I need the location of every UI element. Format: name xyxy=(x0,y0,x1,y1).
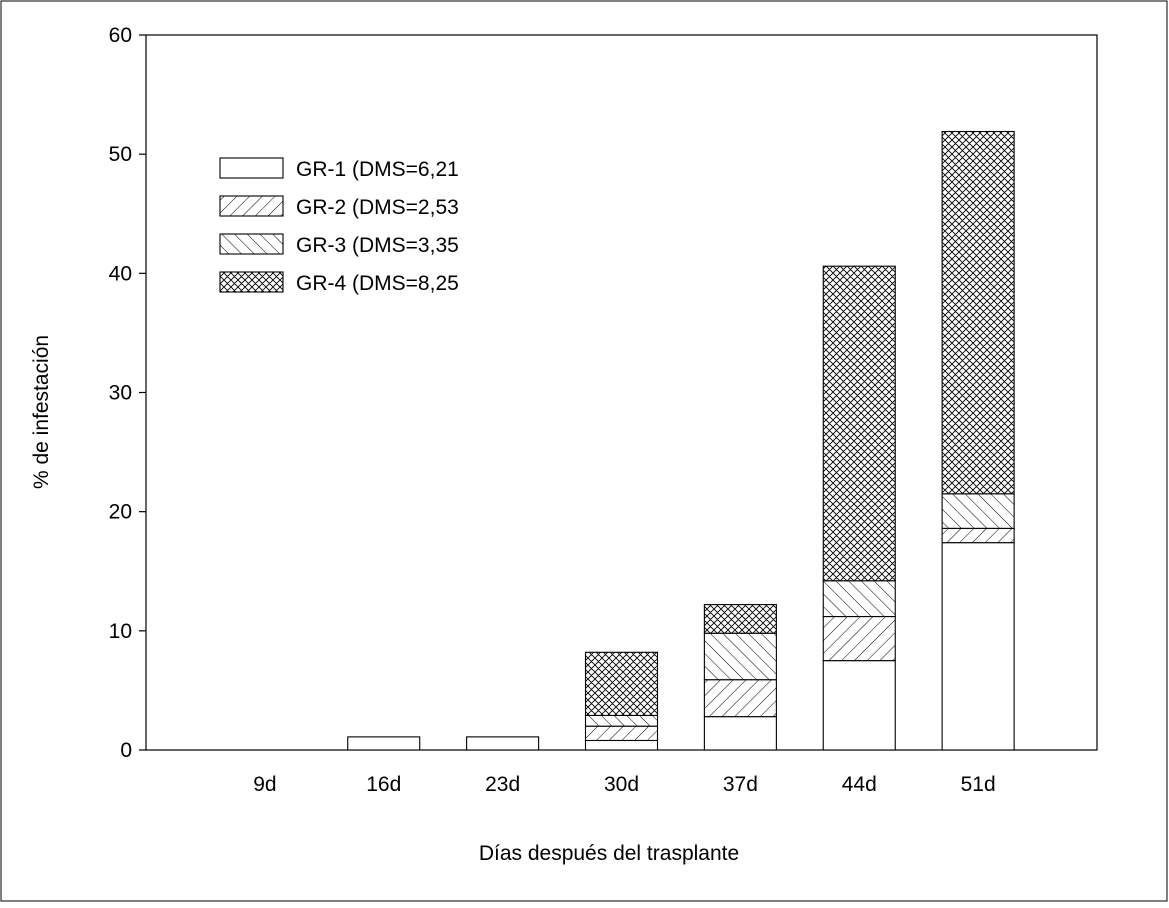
legend-swatch xyxy=(219,157,284,179)
legend-label: GR-2 (DMS=2,53 xyxy=(296,196,459,219)
legend-label: GR-4 (DMS=8,25 xyxy=(296,272,459,295)
bar-segment xyxy=(584,651,659,716)
y-axis-label: % de infestación xyxy=(30,335,53,489)
bar-segment xyxy=(703,604,777,634)
legend-label: GR-1 (DMS=6,21 xyxy=(296,158,459,181)
bars xyxy=(347,130,1015,751)
legend: GR-1 (DMS=6,21 GR-2 (DMS=2,53 GR-3 (DMS=3,… xyxy=(219,157,459,295)
legend-swatch xyxy=(219,271,284,293)
x-axis-label: Días después del trasplante xyxy=(479,842,739,865)
x-tick-label: 37d xyxy=(723,773,758,796)
bar-segment xyxy=(703,632,777,681)
bar-segment xyxy=(703,679,777,718)
bar-segment xyxy=(466,736,540,751)
x-tick-label: 44d xyxy=(842,773,877,796)
legend-swatch xyxy=(219,233,284,255)
bar-segment xyxy=(941,527,1015,544)
y-tick-label: 60 xyxy=(109,24,132,47)
y-tick-label: 30 xyxy=(109,382,132,405)
bar-segment xyxy=(584,739,659,751)
bar-segment xyxy=(347,736,421,751)
x-tick-label: 30d xyxy=(604,773,639,796)
y-tick-label: 20 xyxy=(109,501,132,524)
bar-segment xyxy=(584,714,659,727)
x-tick-label: 16d xyxy=(366,773,401,796)
y-tick-label: 10 xyxy=(109,620,132,643)
bar-segment xyxy=(584,725,659,742)
x-tick-label: 23d xyxy=(485,773,520,796)
bar-segment xyxy=(941,130,1015,495)
bar-segment xyxy=(703,716,777,751)
x-axis-ticks: 9d 16d 23d 30d 37d 44d 51d xyxy=(253,773,995,796)
y-axis-ticks: 0 10 20 30 40 50 60 xyxy=(109,24,146,762)
bar-segment xyxy=(822,580,896,618)
bar-segment xyxy=(941,493,1015,529)
bar-segment xyxy=(941,542,1015,751)
y-tick-label: 0 xyxy=(120,739,132,762)
legend-swatch xyxy=(219,195,284,217)
y-tick-label: 50 xyxy=(109,143,132,166)
y-tick-label: 40 xyxy=(109,262,132,285)
x-tick-label: 9d xyxy=(253,773,276,796)
bar-segment xyxy=(822,615,896,662)
bar-segment xyxy=(822,265,896,582)
x-tick-label: 51d xyxy=(961,773,996,796)
bar-segment xyxy=(822,660,896,751)
legend-label: GR-3 (DMS=3,35 xyxy=(296,234,459,257)
